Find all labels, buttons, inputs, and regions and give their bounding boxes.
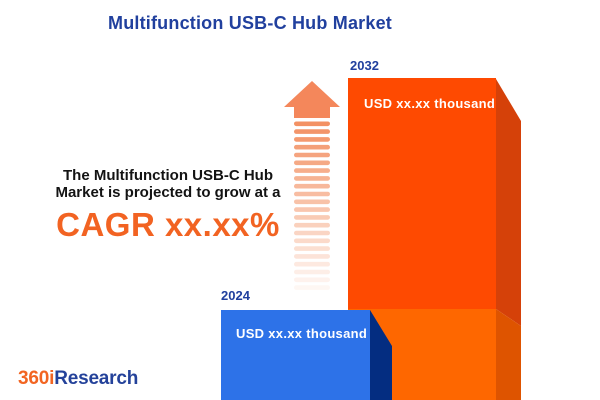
year-label-2032: 2032 (350, 58, 379, 73)
brand-logo: 360iResearch (18, 368, 138, 390)
growth-message-line1: The Multifunction USB-C Hub (63, 167, 273, 184)
bar-2032-front-upper (348, 78, 496, 309)
bar-2032-value-label: USD xx.xx thousand (364, 96, 496, 111)
bar-2032-side-lower (496, 309, 521, 400)
year-label-2024: 2024 (221, 288, 250, 303)
brand-logo-suffix: Research (54, 368, 139, 389)
growth-arrow-stripes-icon (294, 121, 330, 290)
growth-message-line2: Market is projected to grow at a (55, 184, 281, 201)
cagr-value: CAGR xx.xx% (56, 206, 280, 243)
bar-2024-front (221, 310, 370, 400)
growth-arrow-head-icon (284, 81, 340, 118)
growth-message: The Multifunction USB-C Hub Market is pr… (43, 167, 293, 244)
bar-2024-value-label: USD xx.xx thousand (236, 326, 368, 341)
bar-2024-side (370, 310, 392, 400)
bar-2032-side-upper (496, 79, 521, 326)
page-title: Multifunction USB-C Hub Market (108, 13, 392, 33)
brand-logo-prefix: 360i (18, 368, 55, 389)
